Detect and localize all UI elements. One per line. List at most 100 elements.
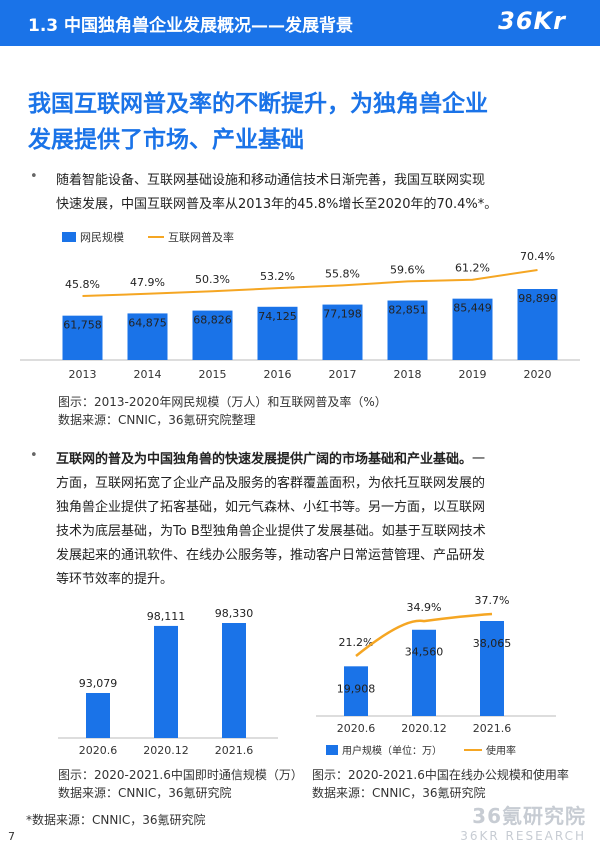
bar-2020.6 [86, 693, 110, 738]
line-series-usage-rate [355, 612, 493, 657]
bullet2-bold-text: 互联网的普及为中国独角兽的快速发展提供广阔的市场基础和产业基础。 [56, 452, 473, 467]
x-tick-2020.12: 2020.12 [143, 744, 189, 757]
x-tick-2020.12: 2020.12 [401, 722, 447, 735]
x-tick-2020.6: 2020.6 [337, 722, 376, 735]
brand-logo: 36Kr [498, 7, 566, 35]
bar-label-2015: 68,826 [193, 314, 232, 327]
chart3-caption: 图示：2020-2021.6中国在线办公规模和使用率 数据来源：CNNIC，36… [312, 766, 569, 802]
bullet2-line-1: 互联网的普及为中国独角兽的快速发展提供广阔的市场基础和产业基础。一 [56, 448, 576, 472]
line-label-2015: 50.3% [195, 273, 230, 286]
x-tick-2020.6: 2020.6 [79, 744, 118, 757]
line-label-2020.6: 21.2% [339, 636, 374, 649]
bar-label-2016: 74,125 [258, 310, 297, 323]
bar-label-2013: 61,758 [63, 319, 102, 332]
chart1-caption-line-2: 数据来源：CNNIC，36氪研究院整理 [58, 413, 256, 427]
chart1-caption: 图示：2013-2020年网民规模（万人）和互联网普及率（%） 数据来源：CNN… [58, 393, 387, 429]
x-tick-2021.6: 2021.6 [215, 744, 254, 757]
line-label-2021.6: 37.7% [475, 594, 510, 607]
legend-line-label: 使用率 [486, 744, 516, 757]
watermark: 36氪研究院 36KR RESEARCH [460, 800, 586, 843]
bar-label-2014: 64,875 [128, 316, 167, 329]
chart-internet-users: 网民规模 互联网普及率 61,758 2013 45.8% 64,875 2014 47.9%… [20, 228, 580, 383]
bar-label-2019: 85,449 [453, 302, 492, 315]
x-tick-2013: 2013 [69, 368, 97, 381]
chart3-svg: 19,908 2020.6 21.2% 34,560 2020.12 34.9% 38,06… [316, 594, 556, 757]
line-series-penetration [82, 269, 538, 297]
chart1-svg: 网民规模 互联网普及率 61,758 2013 45.8% 64,875 2014 47.9%… [20, 230, 580, 381]
line-label-2018: 59.6% [390, 263, 425, 276]
chart2-caption-line-1: 图示：2020-2021.6中国即时通信规模（万） [58, 768, 303, 782]
bullet2-line-6: 等环节效率的提升。 [56, 572, 174, 587]
chart-online-office: 19,908 2020.6 21.2% 34,560 2020.12 34.9% 38,06… [306, 594, 576, 763]
bullet2-line-4: 技术为底层基础，为To B型独角兽企业提供了发展基础。如基于互联网技术 [56, 524, 486, 539]
bar-label-2018: 82,851 [388, 304, 427, 317]
bar-label-2020.6: 93,079 [79, 677, 118, 690]
bullet2-line1-rest: 一 [472, 452, 486, 467]
legend-bar-swatch [62, 232, 76, 242]
line-label-2020: 70.4% [520, 250, 555, 263]
line-label-2016: 53.2% [260, 270, 295, 283]
bullet-paragraph-2: 互联网的普及为中国独角兽的快速发展提供广阔的市场基础和产业基础。一 方面，互联网… [56, 448, 576, 592]
x-tick-2015: 2015 [199, 368, 227, 381]
chart2-caption-line-2: 数据来源：CNNIC，36氪研究院 [58, 786, 232, 800]
chart1-caption-line-1: 图示：2013-2020年网民规模（万人）和互联网普及率（%） [58, 395, 387, 409]
x-tick-2014: 2014 [134, 368, 162, 381]
bullet-dot-1: • [30, 169, 38, 184]
bar-label-2017: 77,198 [323, 308, 362, 321]
section-title: 1.3 中国独角兽企业发展概况——发展背景 [28, 16, 354, 36]
page-number: 7 [8, 830, 15, 843]
bar-2017 [322, 304, 363, 360]
bar-label-2020: 98,899 [518, 292, 557, 305]
legend-line-label: 互联网普及率 [168, 230, 234, 244]
page-header: 1.3 中国独角兽企业发展概况——发展背景 36Kr [0, 0, 600, 46]
x-tick-2021.6: 2021.6 [473, 722, 512, 735]
bar-2020.12 [412, 629, 436, 716]
line-label-2014: 47.9% [130, 276, 165, 289]
chart3-caption-line-1: 图示：2020-2021.6中国在线办公规模和使用率 [312, 768, 569, 782]
footnote: *数据来源：CNNIC，36氪研究院 [26, 813, 206, 827]
legend-bar-label: 用户规模（单位：万） [342, 744, 442, 757]
x-tick-2017: 2017 [329, 368, 357, 381]
line-label-2013: 45.8% [65, 278, 100, 291]
bullet-dot-2: • [30, 448, 38, 463]
bullet2-line-2: 方面，互联网拓宽了企业产品及服务的客群覆盖面积，为依托互联网发展的 [56, 476, 486, 491]
bar-2019 [452, 298, 493, 360]
bullet1-line-2: 快速发展，中国互联网普及率从2013年的45.8%增长至2020年的70.4%*… [56, 197, 498, 212]
legend-bar-label: 网民规模 [80, 230, 124, 244]
bar-label-2020.6: 19,908 [337, 682, 376, 695]
bar-2021.6 [480, 621, 504, 716]
bullet2-line-3: 独角兽企业提供了拓客基础，如元气森林、小红书等。另一方面，以互联网 [56, 500, 486, 515]
chart3-caption-line-2: 数据来源：CNNIC，36氪研究院 [312, 786, 486, 800]
x-tick-2020: 2020 [524, 368, 552, 381]
watermark-main: 36氪研究院 [472, 804, 586, 828]
chart2-caption: 图示：2020-2021.6中国即时通信规模（万） 数据来源：CNNIC，36氪… [58, 766, 303, 802]
legend-bar-swatch [326, 745, 338, 755]
x-tick-2019: 2019 [459, 368, 487, 381]
bullet1-line-1: 随着智能设备、互联网基础设施和移动通信技术日渐完善，我国互联网实现 [56, 173, 486, 188]
bar-label-2020.12: 98,111 [147, 610, 186, 623]
bar-label-2021.6: 98,330 [215, 607, 254, 620]
bar-2021.6 [222, 623, 246, 738]
line-label-2020.12: 34.9% [407, 601, 442, 614]
bar-label-2021.6: 38,065 [473, 637, 512, 650]
watermark-sub: 36KR RESEARCH [460, 829, 586, 843]
bar-2015 [192, 310, 233, 360]
bar-2020 [517, 289, 558, 360]
bar-label-2020.12: 34,560 [405, 646, 444, 659]
bullet-paragraph-1: 随着智能设备、互联网基础设施和移动通信技术日渐完善，我国互联网实现 快速发展，中… [56, 169, 576, 217]
bar-2020.12 [154, 625, 178, 738]
chart-im-users: 93,079 2020.6 98,111 2020.12 98,330 2021.6 [58, 598, 288, 763]
bar-2018 [387, 300, 428, 360]
bar-2020.6 [344, 666, 368, 716]
bullet2-line-5: 发展起来的通讯软件、在线办公服务等，推动客户日常运营管理、产品研发 [56, 548, 486, 563]
x-tick-2018: 2018 [394, 368, 422, 381]
line-label-2019: 61.2% [455, 262, 490, 275]
chart2-svg: 93,079 2020.6 98,111 2020.12 98,330 2021.6 [58, 607, 278, 757]
x-tick-2016: 2016 [264, 368, 292, 381]
headline-line-1: 我国互联网普及率的不断提升，为独角兽企业 [28, 91, 488, 117]
page-headline: 我国互联网普及率的不断提升，为独角兽企业 发展提供了市场、产业基础 [28, 86, 588, 158]
headline-line-2: 发展提供了市场、产业基础 [28, 127, 304, 153]
bar-2013 [62, 315, 103, 360]
bar-2016 [257, 306, 298, 360]
bar-2014 [127, 313, 168, 360]
